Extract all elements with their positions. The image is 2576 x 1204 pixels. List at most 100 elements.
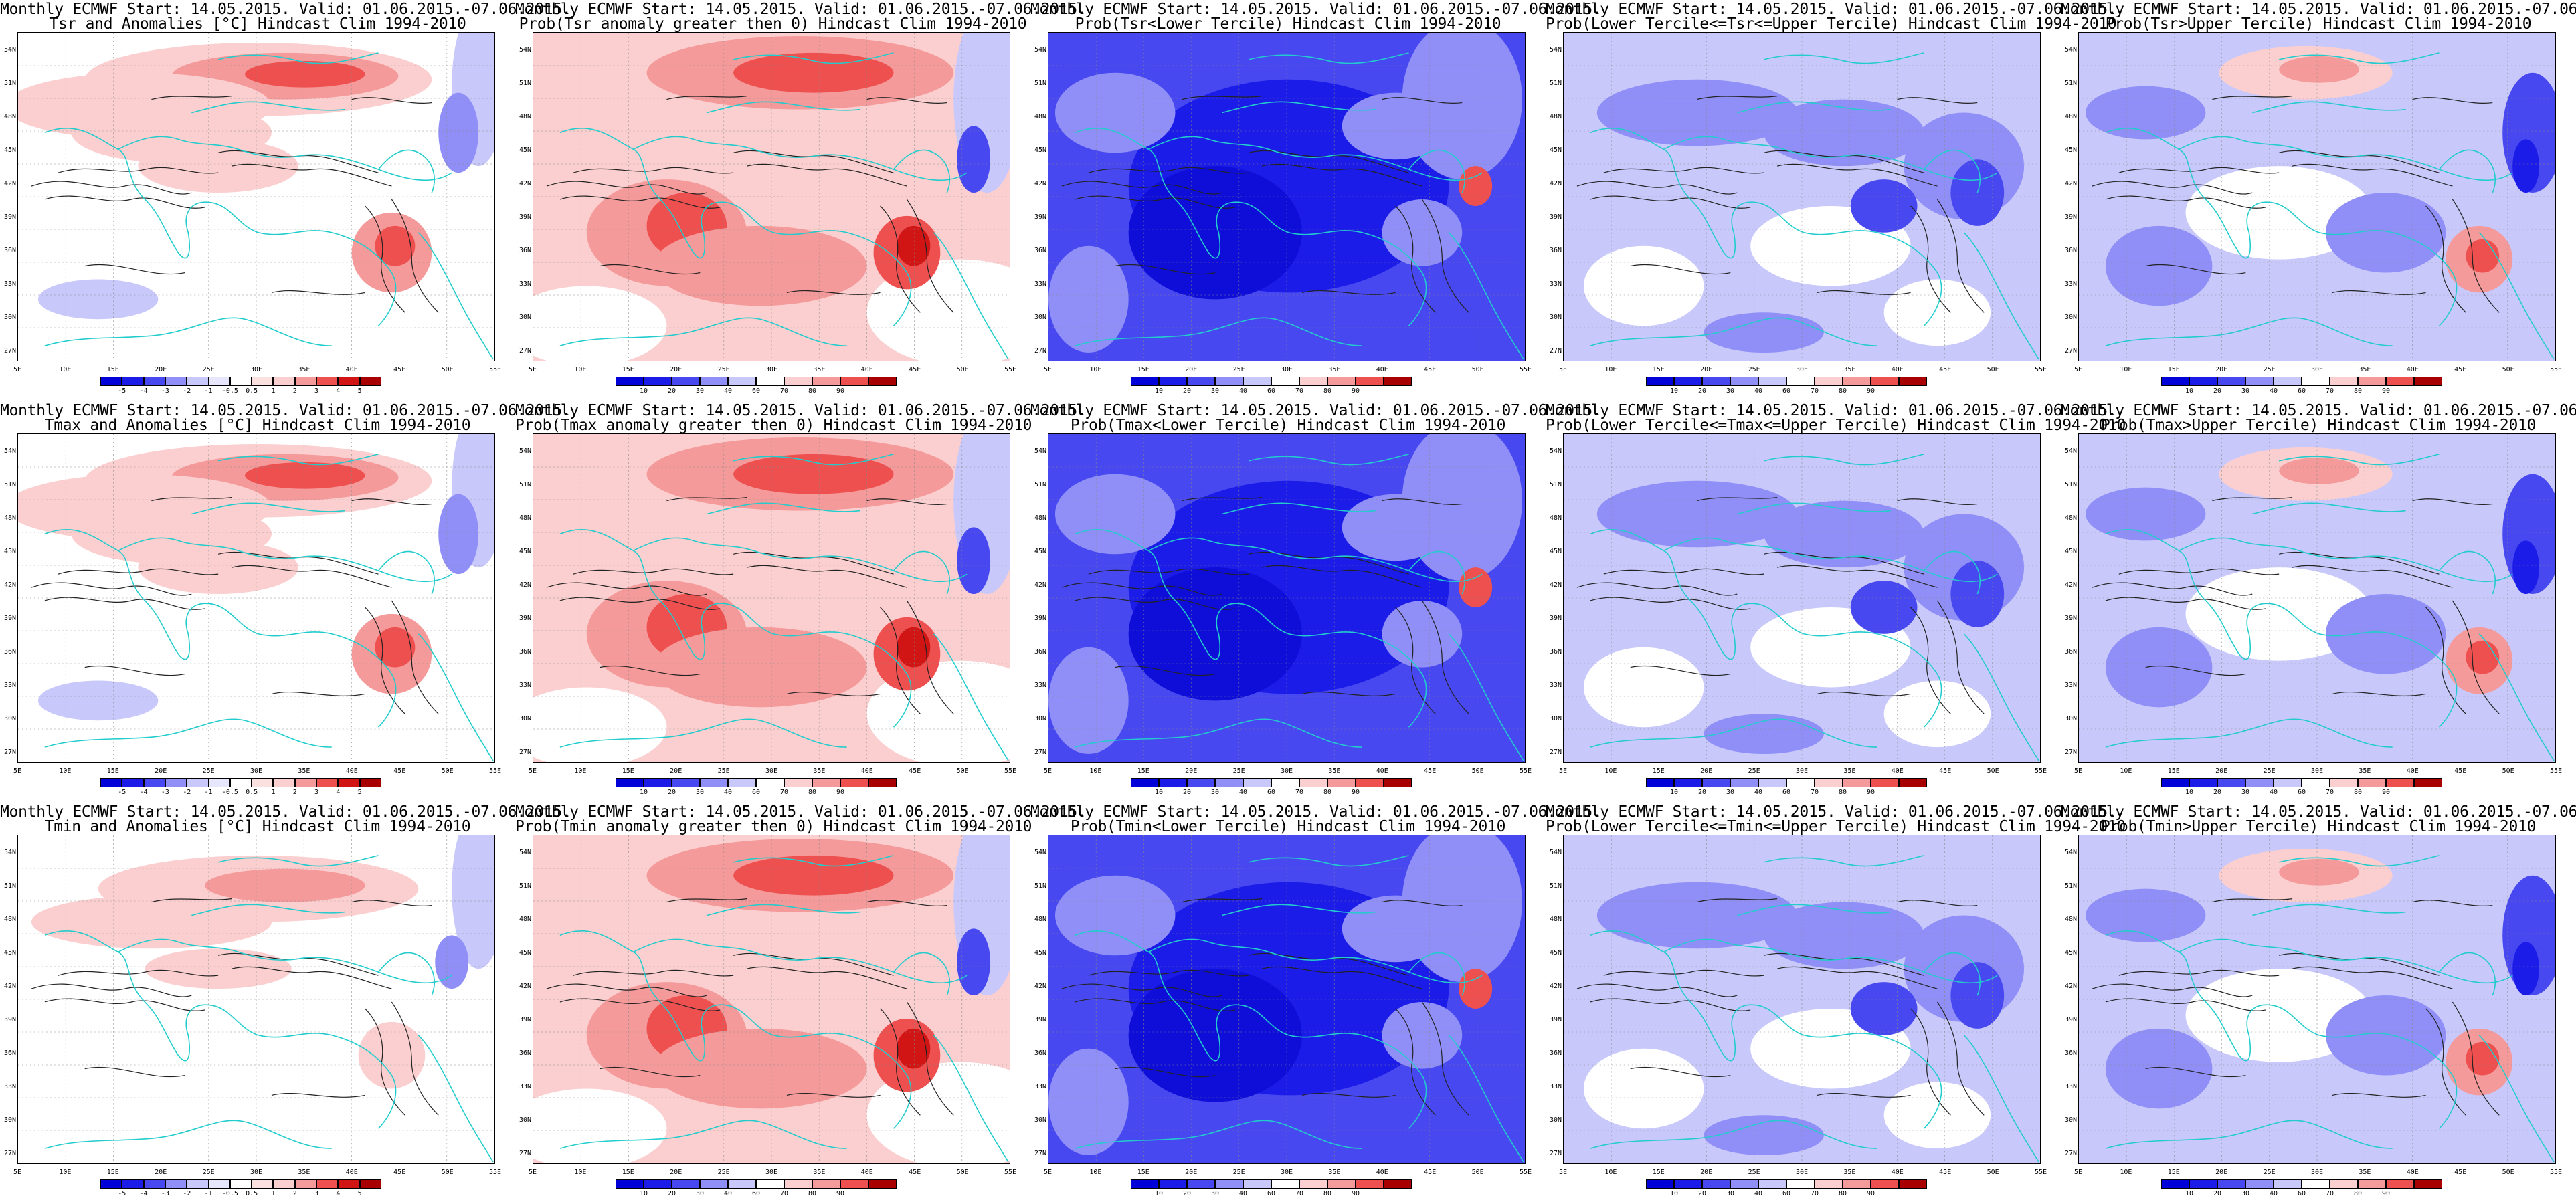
coastline	[1590, 317, 1877, 346]
lon-tick-label: 55E	[488, 1169, 502, 1176]
lat-tick-label: 36N	[1549, 247, 1562, 254]
lon-tick-label: 10E	[1089, 1169, 1102, 1176]
colorbar-swatch	[784, 1179, 812, 1189]
colorbar-label: 20	[2213, 789, 2222, 796]
contour-line	[1075, 597, 1236, 610]
lon-tick-label: 10E	[2120, 767, 2132, 775]
contour-line	[84, 665, 185, 676]
lon-tick-label: 45E	[393, 1169, 406, 1176]
lon-tick-label: 55E	[488, 767, 502, 775]
coastline	[1923, 149, 1981, 193]
lon-tick-label: 25E	[1232, 1169, 1245, 1176]
contour-line	[2425, 607, 2466, 714]
lon-tick-label: 40E	[860, 366, 873, 373]
colorbar-label: 70	[779, 387, 789, 395]
lon-tick-label: 40E	[860, 1169, 873, 1176]
lon-tick-label: 35E	[1328, 1169, 1341, 1176]
lon-tick-label: 10E	[59, 1169, 72, 1176]
lon-tick-label: 10E	[1604, 767, 1617, 775]
contour-line	[1182, 497, 1263, 502]
coastline	[2478, 232, 2555, 360]
lat-tick-label: 27N	[2064, 748, 2077, 756]
lat-tick-label: 54N	[519, 447, 531, 455]
lat-tick-label: 48N	[1549, 113, 1562, 120]
contour-line	[2092, 181, 2253, 195]
lon-tick-label: 40E	[345, 767, 358, 775]
lon-tick-label: 30E	[1280, 366, 1293, 373]
coastline	[418, 232, 494, 360]
lat-tick-label: 42N	[3, 180, 16, 187]
colorbar-label: -4	[139, 789, 148, 796]
lat-tick-label: 33N	[1549, 682, 1562, 689]
coastline	[1737, 502, 1891, 515]
colorbar-swatch	[252, 778, 274, 787]
map-plot-area	[2078, 835, 2556, 1164]
lat-tick-label: 45N	[1549, 548, 1562, 555]
colorbar-label: 70	[2325, 1190, 2334, 1197]
colorbar-swatch	[2330, 377, 2358, 386]
lat-tick-label: 27N	[1034, 748, 1046, 756]
colorbar-label: 0.5	[246, 789, 258, 796]
contour-line	[866, 498, 947, 505]
lat-tick-label: 39N	[519, 1016, 531, 1023]
colorbar-swatch	[868, 377, 897, 386]
contour-line	[1910, 607, 1951, 714]
colorbar-swatch	[208, 377, 230, 386]
contour-line	[2425, 1008, 2466, 1116]
colorbar-swatch	[700, 778, 728, 787]
colorbar-swatch	[273, 1179, 295, 1189]
colorbar-label: 5	[357, 789, 362, 796]
lat-tick-label: 39N	[519, 213, 531, 221]
lon-tick-label: 10E	[2120, 1169, 2132, 1176]
lat-tick-label: 48N	[2064, 113, 2077, 120]
lat-tick-label: 36N	[519, 1049, 531, 1057]
panel-title-line2: Tsr and Anomalies [°C] Hindcast Clim 199…	[49, 15, 466, 33]
coastline	[2478, 1035, 2555, 1163]
colorbar-label: 1	[271, 1190, 276, 1197]
coastline	[191, 904, 345, 916]
shaded-field	[1564, 33, 2040, 361]
lon-tick-label: 10E	[1089, 767, 1102, 775]
colorbar-swatch	[1187, 778, 1215, 787]
colorbar-label: -5	[118, 387, 126, 395]
lat-tick-label: 45N	[1034, 548, 1046, 555]
colorbar-label: 30	[695, 1190, 705, 1197]
contour-line	[1382, 97, 1463, 104]
colorbar-swatch	[2386, 1179, 2414, 1189]
lat-tick-label: 54N	[1034, 46, 1046, 54]
lat-tick-label: 39N	[1034, 213, 1046, 221]
lat-tick-label: 54N	[1549, 447, 1562, 455]
shaded-region	[1459, 567, 1493, 607]
coastline	[1075, 718, 1362, 748]
colorbar-label: 60	[751, 1190, 761, 1197]
lat-tick-label: 36N	[1034, 648, 1046, 656]
contour-line	[365, 607, 405, 714]
shaded-field	[2079, 434, 2555, 762]
lat-tick-label: 45N	[2064, 146, 2077, 154]
colorbar-label: 20	[2213, 1190, 2222, 1197]
shaded-region	[1054, 875, 1176, 956]
contour-line	[1910, 1008, 1951, 1116]
shaded-region	[438, 92, 479, 173]
colorbar-label: 40	[2269, 387, 2278, 395]
colorbar-label: -5	[118, 1190, 126, 1197]
contour-line	[559, 998, 721, 1011]
map-plot-area	[1048, 433, 1526, 763]
lon-tick-label: 5E	[2074, 366, 2083, 373]
coastline	[2105, 528, 2458, 728]
colorbar-label: 90	[1351, 387, 1360, 395]
colorbar: 10 20 30 40 60 70 80 90	[2161, 778, 2442, 796]
colorbar: 10 20 30 40 60 70 80 90	[1131, 778, 1412, 796]
colorbar-swatch	[1786, 377, 1815, 386]
lat-tick-label: 51N	[1549, 481, 1562, 488]
lat-tick-label: 51N	[3, 80, 16, 87]
colorbar-label: 40	[1238, 387, 1248, 395]
contour-line	[546, 582, 707, 596]
lon-tick-label: 55E	[2549, 1169, 2563, 1176]
shaded-region	[2466, 239, 2500, 273]
shaded-field	[2079, 33, 2555, 361]
lon-tick-label: 15E	[2167, 366, 2180, 373]
coastline	[1663, 537, 1998, 583]
map-panel: Monthly ECMWF Start: 14.05.2015. Valid: …	[1030, 401, 1602, 803]
lon-tick-label: 55E	[1519, 366, 1532, 373]
